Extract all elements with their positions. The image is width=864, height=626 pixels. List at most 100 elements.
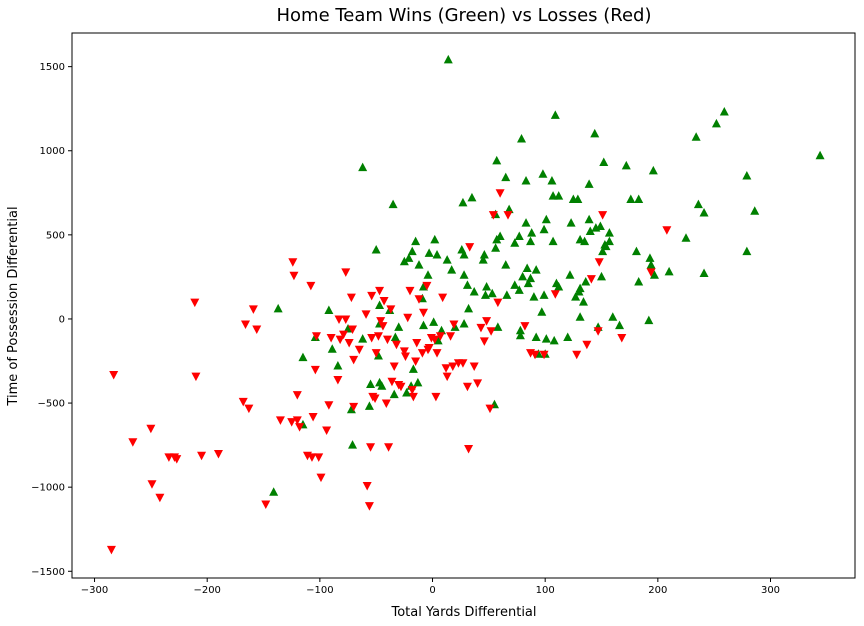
loss-point: [155, 493, 165, 503]
win-point: [432, 250, 442, 259]
win-point: [443, 54, 453, 64]
win-point: [358, 162, 368, 172]
loss-point: [503, 211, 513, 220]
win-point: [464, 303, 474, 313]
win-point: [634, 276, 644, 286]
loss-point: [586, 275, 596, 284]
plot-frame: [71, 32, 856, 579]
loss-point: [307, 453, 317, 462]
win-point: [491, 243, 501, 252]
loss-point: [386, 305, 396, 314]
win-point: [411, 236, 421, 246]
loss-point: [662, 226, 672, 235]
loss-point: [349, 402, 359, 412]
x-tick-label: −100: [306, 585, 333, 596]
loss-point: [432, 349, 442, 358]
win-point: [492, 155, 502, 165]
win-point: [404, 253, 414, 262]
win-point: [269, 487, 279, 496]
loss-point: [370, 394, 380, 404]
win-point: [529, 292, 539, 301]
win-point: [515, 330, 525, 340]
chart-title: Home Team Wins (Green) vs Losses (Red): [276, 5, 651, 26]
win-point: [531, 332, 541, 341]
y-tick-label: 0: [59, 314, 65, 325]
win-point: [333, 361, 343, 370]
loss-point: [288, 258, 298, 267]
win-point: [377, 381, 387, 390]
win-point: [575, 312, 585, 321]
y-tick-label: 1000: [40, 146, 65, 157]
y-tick-label: −500: [38, 399, 65, 410]
loss-point: [316, 473, 326, 483]
win-point: [501, 260, 511, 269]
loss-point: [572, 350, 582, 360]
win-point: [437, 325, 447, 335]
win-point: [604, 228, 614, 237]
x-tick-label: 0: [429, 585, 435, 596]
loss-point: [476, 323, 486, 333]
win-point: [510, 238, 520, 247]
loss-point: [391, 340, 401, 350]
win-point: [549, 335, 559, 345]
loss-point: [367, 291, 377, 301]
win-point: [742, 246, 752, 256]
loss-point: [362, 481, 372, 491]
win-point: [521, 176, 531, 185]
win-point: [394, 322, 404, 331]
win-point: [459, 319, 469, 328]
loss-point: [396, 382, 406, 392]
win-point: [578, 297, 588, 306]
loss-point: [244, 404, 254, 414]
win-point: [554, 191, 564, 200]
data-points: [106, 54, 825, 555]
loss-point: [164, 453, 174, 462]
loss-point: [375, 286, 385, 296]
win-point: [750, 206, 760, 215]
loss-point: [458, 359, 468, 368]
win-point: [442, 255, 452, 264]
loss-point: [238, 397, 248, 407]
win-point: [429, 317, 439, 326]
win-point: [742, 170, 752, 180]
loss-point: [617, 333, 627, 343]
win-point: [711, 118, 721, 128]
win-point: [408, 364, 418, 373]
loss-point: [594, 258, 604, 267]
win-point: [626, 194, 636, 204]
win-point: [480, 290, 490, 299]
loss-point: [530, 350, 540, 360]
loss-point: [435, 332, 445, 341]
loss-point: [314, 453, 324, 462]
win-point: [419, 320, 429, 330]
loss-point: [339, 330, 349, 340]
loss-point: [473, 379, 483, 388]
loss-point: [361, 310, 371, 319]
loss-point: [335, 335, 345, 345]
loss-point: [446, 332, 456, 341]
win-point: [423, 270, 433, 279]
loss-point: [191, 372, 201, 382]
win-point: [521, 218, 531, 227]
win-point: [681, 233, 691, 242]
win-point: [390, 332, 400, 341]
win-point: [539, 290, 549, 299]
loss-point: [414, 295, 424, 304]
win-point: [527, 228, 537, 237]
loss-point: [384, 443, 394, 452]
loss-point: [190, 298, 200, 308]
win-point: [645, 253, 655, 262]
axis-ticks: −300 −200 −100 0 100 200 300−1500−1000−5000500…: [31, 62, 780, 596]
win-point: [538, 169, 548, 178]
loss-point: [341, 268, 351, 277]
loss-point: [322, 426, 332, 435]
loss-point: [106, 545, 116, 555]
win-point: [815, 150, 825, 160]
win-point: [585, 226, 595, 235]
win-point: [510, 280, 520, 289]
win-point: [699, 207, 709, 217]
loss-point: [306, 281, 316, 291]
loss-point: [379, 296, 389, 306]
loss-point: [381, 399, 391, 409]
